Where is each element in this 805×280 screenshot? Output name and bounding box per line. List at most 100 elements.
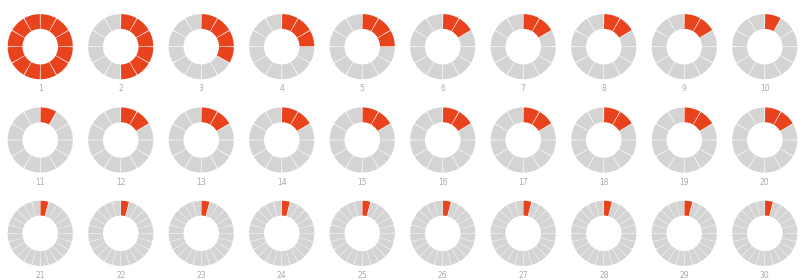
Wedge shape xyxy=(415,211,430,224)
Text: 17: 17 xyxy=(518,178,528,187)
Wedge shape xyxy=(774,205,787,221)
Wedge shape xyxy=(765,251,773,266)
Wedge shape xyxy=(193,201,201,216)
Wedge shape xyxy=(136,47,153,63)
Wedge shape xyxy=(619,47,636,63)
Wedge shape xyxy=(40,251,48,266)
Wedge shape xyxy=(604,155,620,172)
Text: 29: 29 xyxy=(679,271,689,280)
Wedge shape xyxy=(210,149,229,168)
Wedge shape xyxy=(291,56,310,75)
Wedge shape xyxy=(684,108,700,125)
Wedge shape xyxy=(448,249,459,265)
Wedge shape xyxy=(12,19,31,38)
Wedge shape xyxy=(130,246,143,262)
Wedge shape xyxy=(523,251,531,266)
Wedge shape xyxy=(93,242,108,256)
Wedge shape xyxy=(169,225,184,233)
Wedge shape xyxy=(700,238,716,249)
Wedge shape xyxy=(652,31,669,46)
Text: 7: 7 xyxy=(521,85,526,94)
Wedge shape xyxy=(169,140,186,156)
Wedge shape xyxy=(340,246,353,262)
Wedge shape xyxy=(737,56,756,75)
Wedge shape xyxy=(656,112,675,131)
Wedge shape xyxy=(452,205,465,221)
Wedge shape xyxy=(113,201,121,216)
Wedge shape xyxy=(676,201,684,216)
Wedge shape xyxy=(427,249,438,265)
Wedge shape xyxy=(700,217,716,228)
Wedge shape xyxy=(765,108,781,125)
Wedge shape xyxy=(121,155,137,172)
Wedge shape xyxy=(193,251,201,266)
Wedge shape xyxy=(185,249,196,265)
Wedge shape xyxy=(8,234,23,241)
Wedge shape xyxy=(780,217,796,228)
Wedge shape xyxy=(427,14,443,31)
Wedge shape xyxy=(495,112,514,131)
Wedge shape xyxy=(379,225,394,233)
Wedge shape xyxy=(435,251,443,266)
Wedge shape xyxy=(367,202,378,218)
Wedge shape xyxy=(274,201,282,216)
Wedge shape xyxy=(93,112,112,131)
Wedge shape xyxy=(693,246,707,262)
Wedge shape xyxy=(435,201,443,216)
Wedge shape xyxy=(528,249,539,265)
Text: 1: 1 xyxy=(38,85,43,94)
Wedge shape xyxy=(201,155,217,172)
Wedge shape xyxy=(282,155,298,172)
Wedge shape xyxy=(515,201,523,216)
Text: 27: 27 xyxy=(518,271,528,280)
Text: 5: 5 xyxy=(360,85,365,94)
Wedge shape xyxy=(749,14,765,31)
Wedge shape xyxy=(733,234,748,241)
Wedge shape xyxy=(254,112,273,131)
Wedge shape xyxy=(56,31,72,46)
Wedge shape xyxy=(217,238,233,249)
Wedge shape xyxy=(604,14,620,31)
Text: 14: 14 xyxy=(277,178,287,187)
Wedge shape xyxy=(572,31,588,46)
Wedge shape xyxy=(330,140,347,156)
Wedge shape xyxy=(757,201,765,216)
Wedge shape xyxy=(362,108,378,125)
Wedge shape xyxy=(371,205,385,221)
Wedge shape xyxy=(291,112,310,131)
Wedge shape xyxy=(495,56,514,75)
Wedge shape xyxy=(581,246,595,262)
Wedge shape xyxy=(532,56,551,75)
Wedge shape xyxy=(613,246,626,262)
Wedge shape xyxy=(266,62,282,79)
Wedge shape xyxy=(656,242,671,256)
Wedge shape xyxy=(210,205,224,221)
Wedge shape xyxy=(411,225,426,233)
Wedge shape xyxy=(415,112,434,131)
Wedge shape xyxy=(458,124,475,140)
Wedge shape xyxy=(765,201,773,216)
Wedge shape xyxy=(57,225,72,233)
Wedge shape xyxy=(8,31,25,46)
Wedge shape xyxy=(130,56,149,75)
Wedge shape xyxy=(379,234,394,241)
Wedge shape xyxy=(458,31,475,46)
Wedge shape xyxy=(9,238,25,249)
Wedge shape xyxy=(619,124,636,140)
Text: 4: 4 xyxy=(279,85,284,94)
Wedge shape xyxy=(201,201,209,216)
Wedge shape xyxy=(588,249,599,265)
Wedge shape xyxy=(765,14,781,31)
Wedge shape xyxy=(523,155,539,172)
Wedge shape xyxy=(539,217,555,228)
Wedge shape xyxy=(378,238,394,249)
Wedge shape xyxy=(297,31,314,46)
Wedge shape xyxy=(420,205,434,221)
Wedge shape xyxy=(507,155,523,172)
Wedge shape xyxy=(668,155,684,172)
Wedge shape xyxy=(362,155,378,172)
Wedge shape xyxy=(536,242,551,256)
Wedge shape xyxy=(427,108,443,125)
Wedge shape xyxy=(581,205,595,221)
Wedge shape xyxy=(770,249,781,265)
